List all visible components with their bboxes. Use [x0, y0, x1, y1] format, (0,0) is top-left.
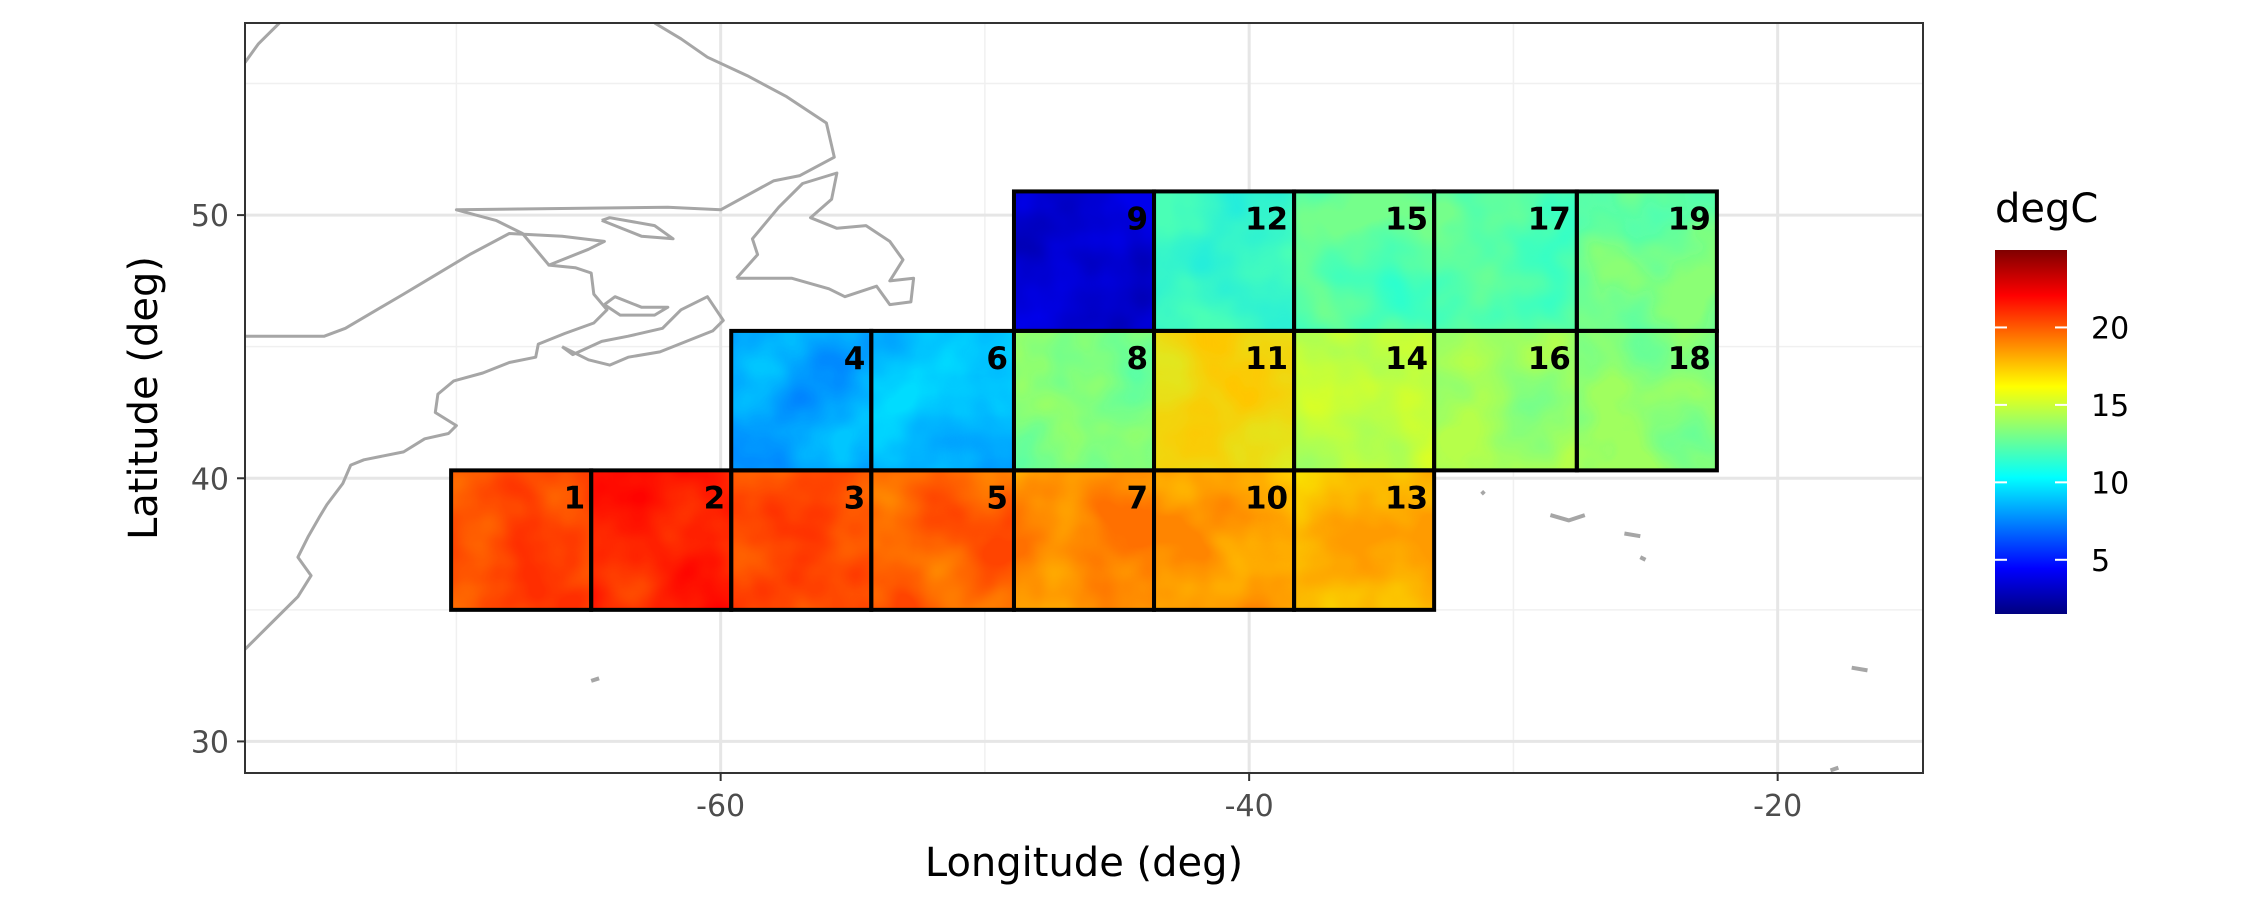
- coastline-azores: [1549, 513, 1586, 523]
- tile-texture-13: [1294, 470, 1435, 610]
- coastline-azores-3: [1639, 555, 1647, 562]
- tile-texture-16: [1434, 330, 1577, 471]
- tile-texture-3: [731, 470, 872, 610]
- tile-texture-18: [1576, 330, 1717, 471]
- coastline-azores-2: [1624, 531, 1641, 539]
- tile-label: 15: [1385, 201, 1428, 237]
- colorbar-legend: degC 5 10 15 20: [1995, 186, 2129, 614]
- tile-border-19: [1574, 189, 1719, 333]
- tile-texture-1: [451, 470, 592, 610]
- tile-label: 8: [1126, 341, 1148, 377]
- tile-texture-5: [871, 470, 1014, 610]
- coastline-newfoundland: [735, 171, 916, 307]
- tile-texture-14: [1294, 330, 1435, 471]
- tile-label: 14: [1385, 341, 1428, 377]
- coastline-hudson: [245, 23, 281, 64]
- axes: -60 -40 -20 30 40 50: [191, 199, 1802, 824]
- tile-label: 17: [1528, 201, 1571, 237]
- coastline-pei: [603, 295, 670, 317]
- tile-label: 2: [704, 480, 726, 516]
- x-tick-label: -40: [1225, 789, 1274, 824]
- x-tick-label: -60: [696, 789, 745, 824]
- tile-label: 16: [1528, 341, 1571, 377]
- legend-title: degC: [1995, 186, 2098, 232]
- tile-texture-4: [731, 330, 872, 471]
- coastline-mainland: [245, 232, 609, 651]
- tile-label: 7: [1126, 480, 1148, 516]
- tile-label: 13: [1385, 480, 1428, 516]
- colorbar-label: 10: [2091, 466, 2129, 501]
- tile-label: 5: [986, 480, 1008, 516]
- tile-label: 6: [986, 341, 1008, 377]
- tile-texture-10: [1154, 470, 1295, 610]
- coastline-nova-scotia: [561, 295, 725, 367]
- coastline: [245, 23, 1868, 773]
- plot-panel: 1 2 3 5 7 10 134 6 8 11 14 16 189 12 15 17 19: [244, 22, 1924, 774]
- colorbar-label: 5: [2091, 544, 2110, 579]
- y-tick-label: 40: [191, 462, 229, 497]
- colorbar-ticks: 5 10 15 20: [1995, 311, 2129, 579]
- coastline-canary: [1829, 765, 1840, 773]
- tile-texture-19: [1576, 191, 1717, 331]
- coastline-bermuda: [590, 676, 600, 683]
- tile-texture-11: [1154, 330, 1295, 471]
- coastline-madeira: [1851, 665, 1868, 673]
- colorbar-label: 15: [2091, 389, 2129, 424]
- tile-label: 1: [564, 480, 586, 516]
- coastline-azores-4: [1480, 490, 1486, 496]
- tile-texture-2: [591, 470, 732, 610]
- tile-texture-17: [1434, 191, 1577, 331]
- tile-texture-15: [1294, 191, 1435, 331]
- tile-texture-12: [1154, 191, 1295, 331]
- x-tick-label: -20: [1753, 789, 1802, 824]
- x-axis-title: Longitude (deg): [925, 840, 1243, 886]
- tile-label: 11: [1245, 341, 1288, 377]
- colorbar: [1995, 250, 2067, 614]
- coastline-lower-st-lawrence: [454, 23, 836, 267]
- tile-label: 12: [1245, 201, 1288, 237]
- y-tick-label: 30: [191, 725, 229, 760]
- tile-label: 10: [1245, 480, 1288, 516]
- y-axis-title: Latitude (deg): [121, 256, 167, 540]
- tile-borders: [449, 189, 1719, 612]
- tile-label: 3: [844, 480, 866, 516]
- tile-texture-8: [1013, 330, 1155, 471]
- tile-texture-6: [871, 330, 1014, 471]
- y-tick-label: 50: [191, 199, 229, 234]
- tile-labels: 1 2 3 5 7 10 134 6 8 11 14 16 189 12 15 17 19: [564, 201, 1711, 516]
- tile-texture-7: [1013, 470, 1155, 610]
- temperature-tiles: [451, 191, 1717, 610]
- coastline-anticosti: [601, 216, 675, 241]
- colorbar-label: 20: [2091, 311, 2129, 346]
- tile-label: 19: [1668, 201, 1711, 237]
- tile-texture-9: [1013, 191, 1155, 331]
- tile-label: 18: [1668, 341, 1711, 377]
- tile-label: 4: [844, 341, 866, 377]
- tile-label: 9: [1126, 201, 1148, 237]
- panel-border: [244, 22, 1924, 774]
